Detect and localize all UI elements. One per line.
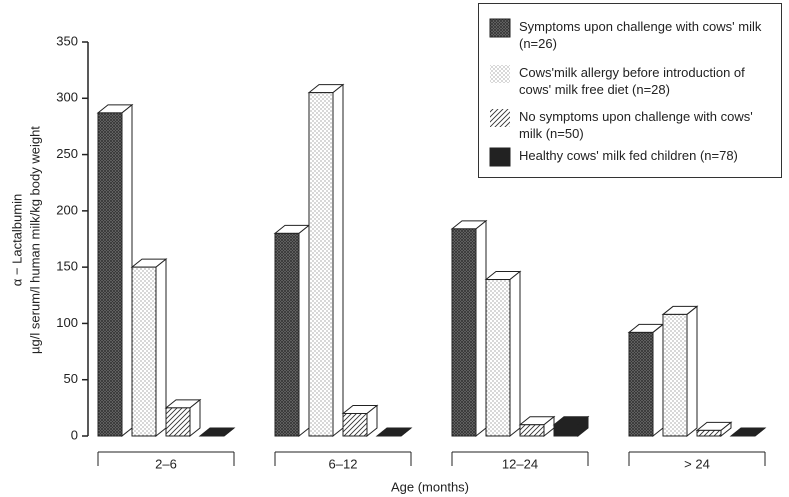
bar [451,228,477,437]
bar-side [298,224,310,438]
bar [628,331,654,437]
bar [342,412,368,437]
legend-swatch [490,109,510,127]
x-label: Age (months) [391,479,469,494]
legend-label: No symptoms upon challenge with cows' mi… [519,109,753,141]
y-tick-label: 100 [56,315,78,330]
legend-entry: Cows'milk allergy before introduction of… [489,64,769,98]
x-tick-label: 6–12 [329,456,358,471]
bar [97,112,123,437]
legend-entry: Healthy cows' milk fed children (n=78) [489,147,769,167]
legend-swatch [489,147,511,167]
bar-side [121,103,133,438]
bar-side [686,305,698,438]
bar-side [754,427,766,437]
bar-side [400,427,412,437]
legend-label: Cows'milk allergy before introduction of… [519,65,745,97]
bar [696,429,722,437]
bar [485,279,511,437]
bar [308,92,334,437]
legend-swatch-fill [489,147,511,167]
legend-swatch [489,18,511,38]
legend-swatch-fill [490,109,510,127]
legend-entry: Symptoms upon challenge with cows' milk … [489,18,769,52]
x-tick-label: 12–24 [502,456,538,471]
bar [131,266,157,437]
bar [274,232,300,437]
legend-entry: No symptoms upon challenge with cows' mi… [489,108,769,142]
bar [662,313,688,437]
legend-swatch-fill [490,65,510,83]
bar-side [475,219,487,438]
y-tick-label: 300 [56,90,78,105]
y-tick-label: 150 [56,259,78,274]
legend-label: Symptoms upon challenge with cows' milk … [519,19,762,51]
bar-side [223,427,235,437]
y-tick-label: 50 [64,371,78,386]
y-tick-label: 350 [56,33,78,48]
bar-side [332,83,344,438]
bar [519,424,545,437]
bar-side [652,323,664,438]
x-tick-label: > 24 [684,456,710,471]
y-label: µg/l serum/l human milk/kg body weight [27,126,42,354]
legend-label: Healthy cows' milk fed children (n=78) [519,148,738,163]
y-tick-label: 0 [71,427,78,442]
bar-side [155,258,167,438]
y-label: α − Lactalbumin [9,194,24,286]
y-tick-label: 250 [56,146,78,161]
legend-swatch-fill [489,18,511,38]
bar [553,424,579,437]
bar-side [509,270,521,438]
legend-swatch [490,65,510,83]
bar [165,407,191,437]
y-tick-label: 200 [56,202,78,217]
legend: Symptoms upon challenge with cows' milk … [478,3,782,178]
x-tick-label: 2–6 [155,456,177,471]
